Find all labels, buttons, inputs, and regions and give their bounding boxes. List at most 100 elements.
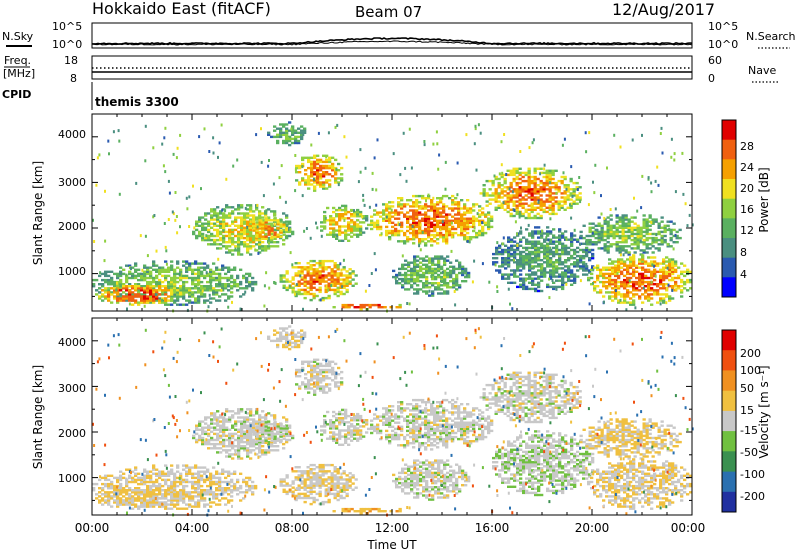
power-cell [590,272,594,276]
power-cell [624,251,628,254]
power-cell [158,293,162,296]
power-cell [242,276,246,280]
power-speckle [576,188,579,191]
power-cell [534,242,538,245]
power-cell [377,306,381,309]
power-speckle [691,223,694,227]
power-cell [669,238,673,242]
power-cell [442,215,446,218]
power-cell [620,260,624,263]
power-cell [234,234,238,238]
power-cell [554,212,558,216]
power-cell [255,231,259,234]
power-cell [285,226,289,229]
power-cell [552,236,556,239]
power-cell [620,283,624,286]
power-cell [675,236,679,240]
power-cell [543,252,547,256]
power-cell [249,247,253,250]
power-cell [540,246,544,250]
power-cell [110,301,114,304]
power-cell [627,251,631,254]
power-cell [404,267,408,271]
power-cell [285,220,289,223]
power-cell [197,276,201,280]
power-cell [461,271,465,275]
power-cell [537,252,541,256]
power-speckle [513,270,516,274]
power-cell [310,171,314,174]
power-cell [497,177,501,181]
power-cell [585,250,589,254]
power-cell [140,287,144,290]
velocity-cell [218,480,222,484]
power-cell [125,299,129,302]
velocity-cell [203,489,207,492]
power-cell [282,123,286,126]
power-cell [457,207,461,210]
power-cell [651,245,655,248]
power-cell [140,289,144,292]
power-cell [433,233,437,237]
power-cell [495,269,499,272]
power-cell [618,220,622,223]
power-cell [662,285,666,288]
power-cell [325,166,329,170]
power-speckle [330,284,333,288]
power-cell [467,271,471,275]
power-cell [513,257,517,260]
power-cell [245,280,249,284]
power-cell [282,139,286,143]
power-cell [660,238,664,242]
power-cell [563,177,567,181]
power-cell [650,287,654,290]
power-cell [344,204,348,208]
power-cell [222,236,226,240]
power-cell [484,223,488,227]
power-cell [297,290,301,294]
velocity-cell [164,489,168,492]
power-cell [666,228,670,232]
power-cell [376,219,380,222]
power-cell [221,276,225,280]
velocity-cell [179,493,183,496]
power-cell [227,266,231,269]
power-cell [512,179,516,183]
power-cell [410,261,414,264]
power-speckle [179,133,182,137]
power-cell [534,246,538,250]
power-cell [454,231,458,235]
power-cell [609,230,613,234]
power-cell [466,211,470,214]
power-cell [321,278,325,281]
power-cell [564,248,568,252]
velocity-cell [128,474,132,477]
power-cell [549,263,553,266]
power-cell [252,245,256,248]
power-speckle [519,150,522,153]
velocity-cell [116,480,120,484]
power-cell [347,227,351,230]
power-cell [609,226,613,229]
power-cell [436,197,440,200]
power-cell [419,265,423,268]
power-cell [554,196,558,199]
power-cell [279,135,283,139]
power-cell [611,272,615,276]
power-cell [337,169,341,172]
power-cell [228,230,232,234]
power-cell [501,263,505,266]
velocity-cell [119,470,123,473]
power-cell [533,179,537,183]
power-cell [301,177,305,180]
power-cell [457,223,461,227]
power-speckle [397,221,400,225]
power-cell [671,258,675,261]
power-cell [243,232,247,236]
power-cell [243,216,247,219]
power-cell [212,272,216,276]
velocity-cell [110,495,114,498]
power-cell [609,218,613,221]
power-cell [407,288,411,291]
velocity-cell [170,499,174,502]
